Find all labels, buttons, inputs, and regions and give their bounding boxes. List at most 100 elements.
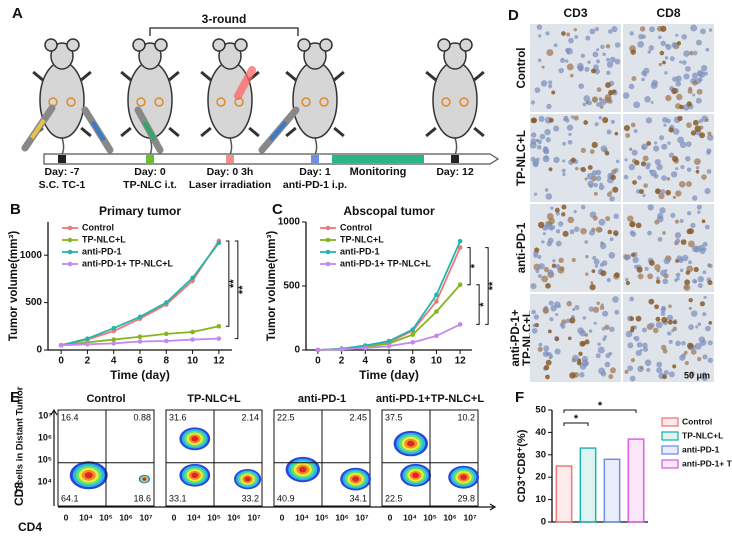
- plot-title: anti-PD-1+TP-NLC+L: [376, 393, 484, 405]
- nucleus: [543, 345, 550, 352]
- nucleus: [576, 62, 584, 70]
- mouse-head: [138, 42, 162, 70]
- monitoring-label: Monitoring: [350, 166, 407, 178]
- nucleus: [624, 158, 628, 162]
- nucleus: [596, 48, 600, 52]
- quadrant-value: 29.8: [457, 493, 475, 503]
- nucleus: [670, 212, 676, 218]
- legend-label: anti-PD-1: [82, 246, 122, 256]
- nucleus: [683, 350, 688, 355]
- nucleus: [654, 264, 661, 271]
- nucleus: [692, 93, 696, 97]
- nucleus: [627, 365, 634, 372]
- nucleus: [644, 359, 652, 367]
- mouse-ear: [437, 38, 451, 52]
- mouse-leg: [425, 70, 437, 138]
- nucleus: [694, 342, 702, 350]
- stained-cell: [607, 229, 613, 235]
- nucleus: [566, 124, 574, 131]
- stained-cell: [567, 336, 572, 341]
- nucleus: [647, 50, 652, 54]
- syringe-liquid: [90, 120, 106, 142]
- stained-cell: [547, 329, 552, 334]
- stained-cell: [655, 279, 661, 284]
- nucleus: [584, 66, 590, 72]
- legend-marker: [325, 249, 331, 255]
- nucleus: [668, 371, 675, 378]
- nucleus: [644, 266, 649, 271]
- nucleus: [662, 278, 669, 285]
- bar: [555, 465, 573, 523]
- nucleus: [700, 339, 707, 346]
- density: [191, 436, 199, 442]
- nucleus: [602, 310, 609, 317]
- quadrant-value: 16.4: [61, 412, 79, 422]
- stained-cell: [545, 359, 552, 366]
- quadrant-value: 2.14: [241, 412, 259, 422]
- nucleus: [539, 133, 546, 140]
- nucleus: [698, 119, 703, 124]
- series-line: [60, 240, 220, 347]
- nucleus: [575, 166, 579, 171]
- nucleus: [646, 367, 651, 373]
- nucleus: [658, 62, 663, 67]
- nucleus: [694, 158, 701, 165]
- stained-cell: [654, 304, 660, 310]
- stained-cell: [537, 221, 545, 229]
- nucleus: [664, 56, 669, 60]
- nucleus: [574, 35, 579, 39]
- nucleus: [624, 255, 630, 261]
- nucleus: [667, 331, 672, 336]
- nucleus: [661, 175, 667, 181]
- panel-label: E: [10, 389, 20, 406]
- significance-bracket: [563, 409, 637, 413]
- nucleus: [696, 88, 703, 95]
- nucleus: [536, 144, 542, 150]
- stained-cell: [632, 180, 637, 185]
- data-point: [163, 331, 169, 337]
- data-point: [410, 340, 416, 345]
- nucleus: [624, 369, 629, 374]
- stained-cell: [554, 207, 560, 213]
- stained-cell: [561, 212, 566, 217]
- x-tick-label: 10⁷: [248, 512, 261, 522]
- nucleus: [676, 93, 683, 101]
- mouse-ear: [319, 38, 333, 52]
- x-tick-label: 0: [58, 356, 64, 367]
- nucleus: [686, 211, 692, 216]
- nucleus: [545, 193, 553, 200]
- quadrant-value: 40.9: [277, 493, 295, 503]
- significance-bracket: [234, 240, 239, 340]
- x-tick-label: 10⁶: [335, 512, 348, 522]
- nucleus: [627, 342, 634, 349]
- y-tick-label: 10⁵: [38, 454, 52, 464]
- density: [142, 477, 147, 481]
- stained-cell: [673, 320, 677, 325]
- nucleus: [585, 35, 591, 41]
- legend-label: anti-PD-1: [340, 246, 380, 256]
- nucleus: [579, 362, 587, 370]
- nucleus: [656, 215, 664, 223]
- nucleus: [703, 295, 707, 299]
- panel-label: F: [515, 389, 524, 406]
- data-point: [434, 333, 439, 339]
- x-axis-label: Time (day): [359, 368, 419, 382]
- x-tick-label: 0: [388, 512, 393, 522]
- nucleus: [599, 98, 607, 106]
- nucleus: [688, 306, 692, 310]
- nucleus: [606, 70, 611, 76]
- nucleus: [589, 229, 595, 236]
- data-point: [315, 347, 321, 353]
- nucleus: [609, 237, 614, 242]
- nucleus: [660, 189, 666, 194]
- y-tick-label: 0: [541, 517, 546, 528]
- nucleus: [584, 240, 589, 244]
- stained-cell: [612, 186, 619, 193]
- timeline-arrow: [43, 153, 500, 165]
- event-day: Day: 1: [299, 166, 331, 178]
- x-tick-label: 10⁵: [423, 512, 436, 522]
- nucleus: [578, 83, 585, 90]
- nucleus: [538, 263, 545, 270]
- nucleus: [641, 77, 645, 82]
- stained-cell: [671, 87, 678, 95]
